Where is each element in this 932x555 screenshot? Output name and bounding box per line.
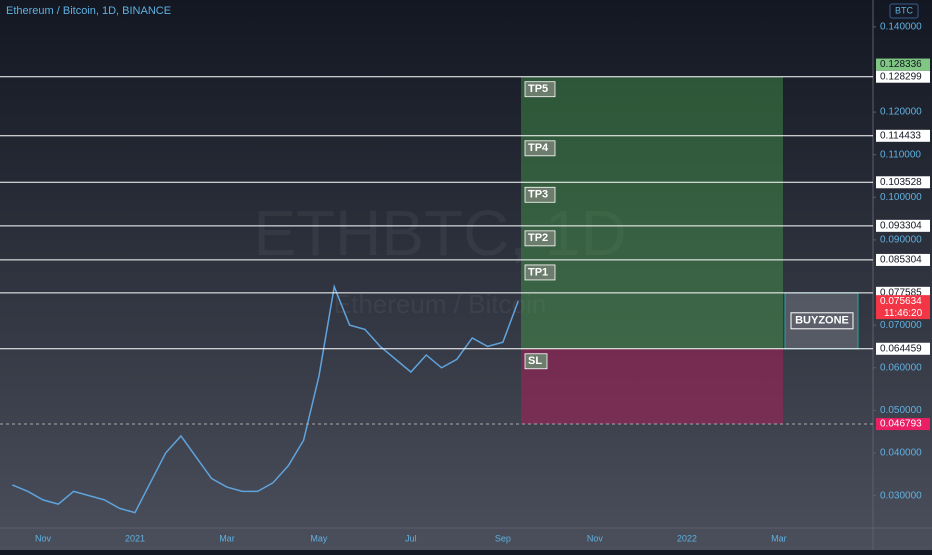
tag-box (524, 140, 556, 157)
level-label: 0.046793 (880, 419, 922, 430)
x-tick-label: Nov (35, 533, 52, 543)
y-tick-label: 0.140000 (880, 21, 922, 32)
x-tick-label: Jul (405, 533, 417, 543)
x-tick-label: 2021 (125, 533, 145, 543)
y-tick-label: 0.120000 (880, 107, 922, 118)
x-tick-label: Mar (219, 533, 235, 543)
level-label-box (876, 70, 930, 83)
y-tick-label: 0.030000 (880, 490, 922, 501)
target-zone (521, 76, 783, 349)
x-tick-label: Mar (771, 533, 787, 543)
high-marker: 0.128336 (880, 59, 922, 70)
level-label: 0.128299 (880, 71, 922, 82)
watermark-sub: Ethereum / Bitcoin (334, 289, 546, 319)
level-label-box (876, 342, 930, 355)
level-label-box (876, 253, 930, 266)
chart-title: Ethereum / Bitcoin, 1D, BINANCE (6, 5, 171, 17)
level-tag: TP4 (528, 142, 549, 154)
currency: BTC (895, 5, 914, 15)
level-tag: TP3 (528, 189, 548, 201)
tag-box (524, 186, 556, 203)
last-price-box (876, 295, 930, 320)
level-tag: SL (528, 355, 542, 367)
y-tick-label: 0.110000 (880, 149, 921, 160)
y-tick-label: 0.060000 (880, 362, 922, 373)
level-tag: TP1 (528, 266, 548, 278)
tag-box (524, 264, 556, 281)
y-tick-label: 0.050000 (880, 405, 922, 416)
high-marker-box (876, 58, 930, 71)
level-tag: BUYZONE (795, 315, 849, 327)
level-label-box (876, 418, 930, 431)
tag-box (524, 230, 556, 247)
tag-box (790, 312, 854, 330)
currency-box (889, 3, 919, 19)
level-label: 0.093304 (880, 220, 922, 231)
x-tick-label: 2022 (677, 533, 697, 543)
y-tick-label: 0.100000 (880, 192, 922, 203)
countdown: 11:46:20 (884, 308, 923, 319)
level-label-box (876, 129, 930, 142)
y-tick-label: 0.070000 (880, 320, 922, 331)
price-line (12, 284, 519, 514)
level-label: 0.064459 (880, 343, 922, 354)
x-tick-label: May (310, 533, 328, 543)
level-tag: TP2 (528, 232, 548, 244)
x-tick-label: Sep (495, 533, 511, 543)
y-tick-label: 0.090000 (880, 235, 922, 246)
y-tick-label: 0.040000 (880, 448, 922, 459)
level-tag: TP5 (528, 83, 548, 95)
x-tick-label: Nov (587, 533, 604, 543)
level-label-box (876, 219, 930, 232)
tag-box (524, 353, 548, 370)
stop-zone (521, 348, 783, 425)
tag-box (524, 81, 556, 98)
level-label: 0.103528 (880, 177, 922, 188)
level-label: 0.114433 (880, 130, 921, 141)
level-label-box (876, 176, 930, 189)
watermark: ETHBTC, 1D (253, 197, 626, 269)
level-label: 0.077585 (880, 287, 922, 298)
level-label: 0.085304 (880, 255, 922, 266)
last-price: 0.075634 (880, 296, 922, 307)
